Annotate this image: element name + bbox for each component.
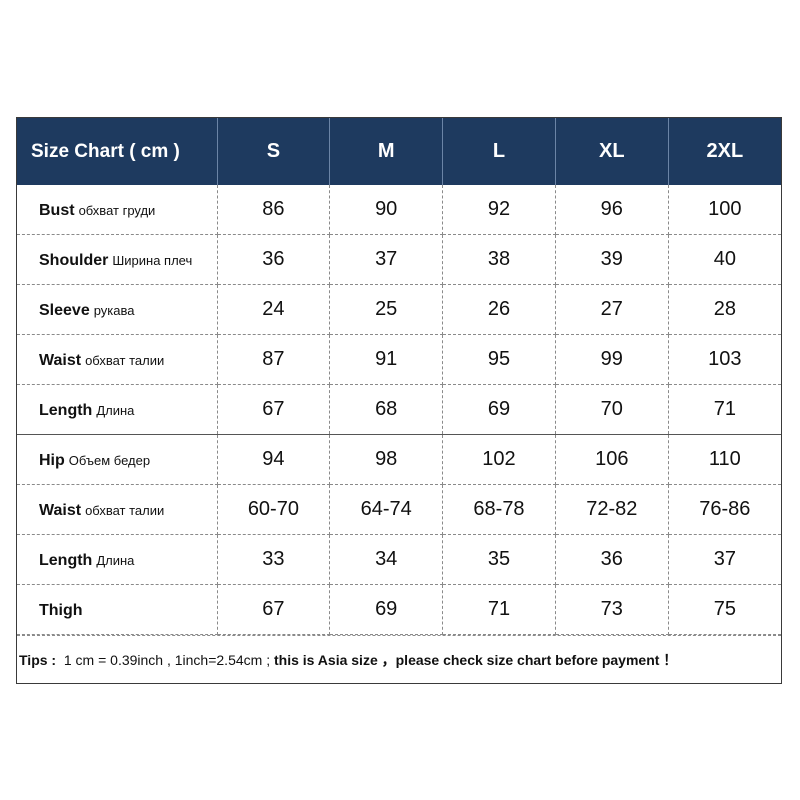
size-header-2xl: 2XL: [668, 118, 781, 185]
table-row: Shoulder Ширина плеч 36 37 38 39 40: [17, 234, 781, 285]
size-table: Size Chart ( cm ) S M L XL 2XL Bust обхва…: [17, 118, 781, 635]
row-label-en: Shoulder: [39, 252, 109, 269]
table-cell: 28: [668, 284, 781, 335]
table-cell: 69: [329, 584, 444, 635]
table-row: Bust обхват груди 86 90 92 96 100: [17, 185, 781, 235]
table-cell: 36: [555, 534, 669, 585]
chart-title: Size Chart ( cm ): [17, 118, 218, 185]
table-cell: 99: [555, 334, 669, 385]
row-label: Thigh: [17, 584, 218, 635]
table-cell: 37: [329, 234, 444, 285]
row-label-en: Length: [39, 402, 93, 419]
table-row: Sleeve рукава 24 25 26 27 28: [17, 284, 781, 335]
row-label-ru: обхват талии: [85, 353, 165, 368]
row-label-en: Thigh: [39, 602, 83, 619]
table-cell: 75: [668, 584, 781, 635]
table-cell: 106: [555, 434, 669, 485]
tips-conversion: 1 cm = 0.39inch , 1inch=2.54cm ;: [63, 651, 271, 668]
table-cell: 70: [555, 384, 669, 435]
size-header-xl: XL: [555, 118, 669, 185]
table-cell: 60-70: [217, 484, 331, 535]
table-cell: 73: [555, 584, 669, 635]
table-cell: 90: [329, 185, 444, 235]
row-label: Bust обхват груди: [17, 185, 218, 235]
table-cell: 68-78: [442, 484, 556, 535]
row-label-ru: Объем бедер: [68, 453, 151, 468]
table-cell: 34: [329, 534, 444, 585]
tips-notice: this is Asia size ，please check size cha…: [273, 651, 678, 668]
table-cell: 37: [668, 534, 781, 585]
row-label: Length Длина: [17, 534, 218, 585]
table-cell: 91: [329, 334, 444, 385]
table-cell: 76-86: [668, 484, 781, 535]
row-label-ru: Длина: [96, 553, 135, 568]
table-cell: 71: [442, 584, 556, 635]
table-cell: 102: [442, 434, 556, 485]
tips-note: Tips : 1 cm = 0.39inch , 1inch=2.54cm ; …: [17, 635, 781, 683]
table-cell: 25: [329, 284, 444, 335]
table-row: Length Длина 67 68 69 70 71: [17, 384, 781, 435]
row-label-en: Length: [39, 552, 93, 569]
table-cell: 103: [668, 334, 781, 385]
row-label-en: Sleeve: [39, 302, 90, 319]
row-label-ru: обхват груди: [78, 203, 156, 218]
table-cell: 94: [217, 434, 331, 485]
table-row: Waist обхват талии 87 91 95 99 103: [17, 334, 781, 385]
row-label-en: Waist: [39, 352, 82, 369]
row-label: Waist обхват талии: [17, 334, 218, 385]
table-cell: 87: [217, 334, 331, 385]
row-label-en: Waist: [39, 502, 82, 519]
header-row: Size Chart ( cm ) S M L XL 2XL: [17, 118, 781, 185]
row-label-ru: Ширина плеч: [112, 253, 193, 268]
row-label: Shoulder Ширина плеч: [17, 234, 218, 285]
table-cell: 36: [217, 234, 331, 285]
table-row: Thigh 67 69 71 73 75: [17, 584, 781, 635]
row-label-en: Hip: [39, 452, 65, 469]
table-row: Waist обхват талии 60-70 64-74 68-78 72-8…: [17, 484, 781, 535]
table-cell: 86: [217, 185, 331, 235]
table-cell: 98: [329, 434, 444, 485]
table-cell: 100: [668, 185, 781, 235]
size-header-s: S: [217, 118, 331, 185]
row-label: Sleeve рукава: [17, 284, 218, 335]
tips-label: Tips :: [19, 651, 57, 668]
table-cell: 33: [217, 534, 331, 585]
table-cell: 39: [555, 234, 669, 285]
table-cell: 38: [442, 234, 556, 285]
row-label: Waist обхват талии: [17, 484, 218, 535]
table-cell: 35: [442, 534, 556, 585]
table-cell: 64-74: [329, 484, 444, 535]
table-cell: 67: [217, 584, 331, 635]
table-cell: 96: [555, 185, 669, 235]
table-cell: 24: [217, 284, 331, 335]
table-row: Hip Объем бедер 94 98 102 106 110: [17, 434, 781, 485]
table-cell: 68: [329, 384, 444, 435]
table-cell: 95: [442, 334, 556, 385]
table-cell: 67: [217, 384, 331, 435]
table-row: Length Длина 33 34 35 36 37: [17, 534, 781, 585]
table-cell: 110: [668, 434, 781, 485]
row-label-ru: Длина: [96, 403, 135, 418]
size-chart: Size Chart ( cm ) S M L XL 2XL Bust обхва…: [16, 117, 782, 684]
table-cell: 69: [442, 384, 556, 435]
table-cell: 26: [442, 284, 556, 335]
table-cell: 72-82: [555, 484, 669, 535]
row-label-ru: обхват талии: [85, 503, 165, 518]
size-header-m: M: [329, 118, 444, 185]
table-cell: 92: [442, 185, 556, 235]
row-label-ru: рукава: [93, 303, 135, 318]
table-cell: 27: [555, 284, 669, 335]
table-cell: 40: [668, 234, 781, 285]
size-header-l: L: [442, 118, 556, 185]
row-label: Hip Объем бедер: [17, 434, 218, 485]
row-label: Length Длина: [17, 384, 218, 435]
table-cell: 71: [668, 384, 781, 435]
row-label-en: Bust: [39, 202, 75, 219]
